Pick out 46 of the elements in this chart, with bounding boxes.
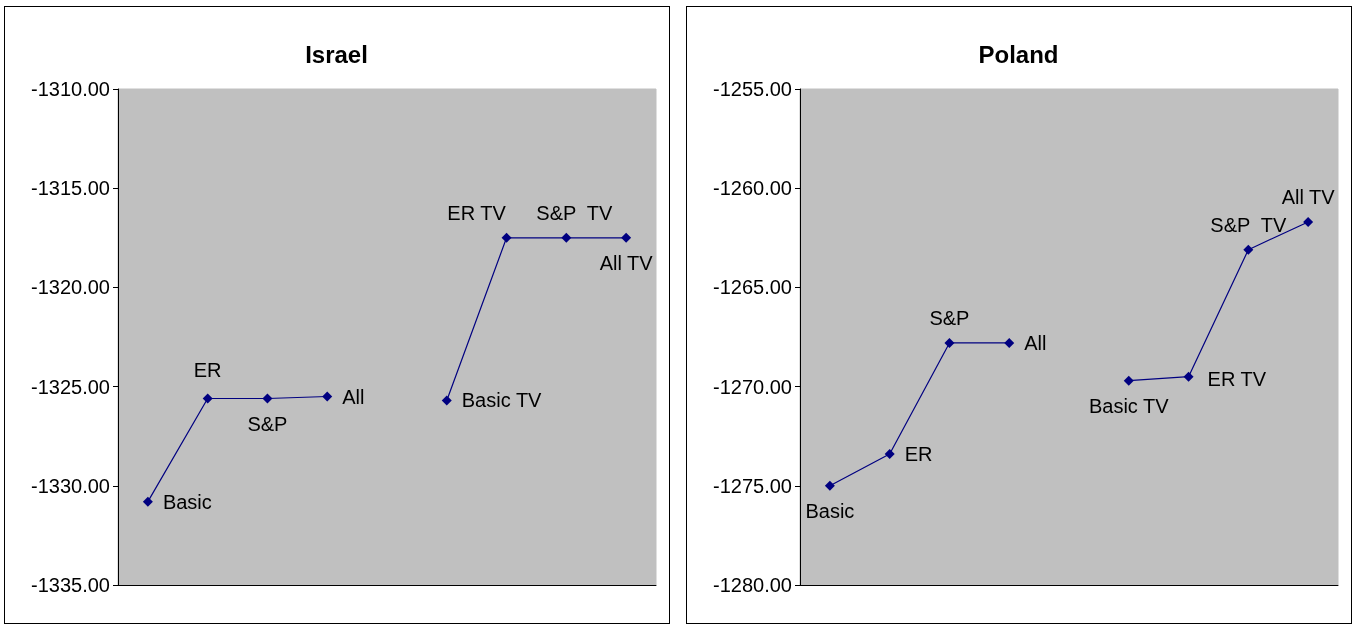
- data-label: All TV: [1281, 185, 1336, 208]
- data-label: ER: [904, 443, 933, 466]
- data-label: ER: [193, 358, 222, 381]
- y-tick-label: -1270.00: [713, 375, 792, 398]
- chart-title: Poland: [978, 40, 1059, 68]
- point: [1004, 337, 1015, 348]
- point: [322, 391, 333, 402]
- point: [1183, 371, 1194, 382]
- point: [262, 393, 273, 404]
- point: [441, 395, 452, 406]
- point: [1243, 244, 1254, 255]
- point: [824, 480, 835, 491]
- data-label: Basic: [162, 490, 212, 513]
- y-tick-label: -1310.00: [31, 78, 110, 100]
- point: [621, 232, 632, 243]
- point: [501, 232, 512, 243]
- chart-title: Israel: [305, 40, 368, 68]
- y-tick-label: -1335.00: [31, 574, 110, 596]
- data-label: Basic TV: [1088, 394, 1170, 417]
- y-tick-label: -1255.00: [713, 78, 792, 100]
- point: [944, 337, 955, 348]
- point: [1123, 375, 1134, 386]
- data-label: S&P TV: [1210, 213, 1287, 236]
- y-tick-label: -1280.00: [713, 574, 792, 596]
- data-label: All: [342, 385, 365, 408]
- point: [202, 393, 213, 404]
- y-tick-label: -1260.00: [713, 177, 792, 200]
- data-label: ER TV: [1207, 367, 1267, 390]
- y-tick-label: -1275.00: [713, 474, 792, 497]
- data-label: S&P: [929, 306, 970, 329]
- point: [884, 449, 895, 460]
- data-label: All: [1024, 331, 1047, 354]
- data-label: ER TV: [447, 201, 507, 224]
- data-label: Basic: [805, 499, 855, 522]
- data-label: S&P: [247, 412, 288, 435]
- y-tick-label: -1320.00: [31, 276, 110, 299]
- y-tick-label: -1325.00: [31, 375, 110, 398]
- y-tick-label: -1330.00: [31, 474, 110, 497]
- point: [142, 496, 153, 507]
- point: [1303, 216, 1314, 227]
- y-tick-label: -1315.00: [31, 177, 110, 200]
- y-tick-label: -1265.00: [713, 276, 792, 299]
- point: [561, 232, 572, 243]
- data-label: Basic TV: [461, 389, 543, 412]
- data-label: All TV: [599, 251, 654, 274]
- data-label: S&P TV: [536, 201, 613, 224]
